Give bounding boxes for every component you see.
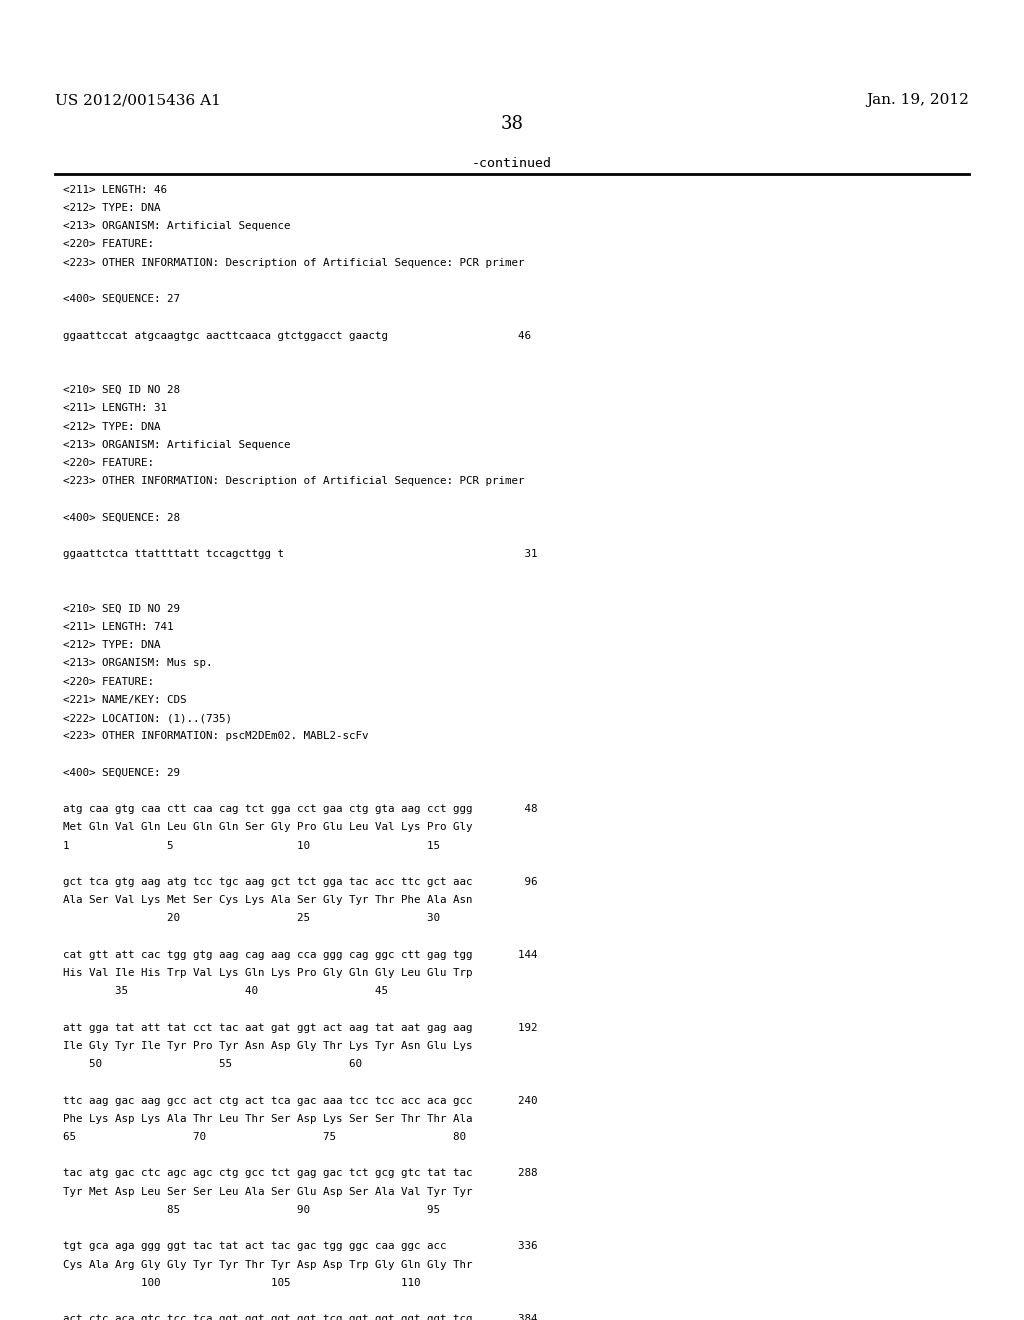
Text: ggaattctca ttattttatt tccagcttgg t                                     31: ggaattctca ttattttatt tccagcttgg t 31 [63, 549, 538, 560]
Text: <210> SEQ ID NO 29: <210> SEQ ID NO 29 [63, 603, 180, 614]
Text: Jan. 19, 2012: Jan. 19, 2012 [866, 94, 969, 107]
Text: 85                  90                  95: 85 90 95 [63, 1205, 440, 1214]
Text: <213> ORGANISM: Artificial Sequence: <213> ORGANISM: Artificial Sequence [63, 440, 291, 450]
Text: <221> NAME/KEY: CDS: <221> NAME/KEY: CDS [63, 694, 187, 705]
Text: <213> ORGANISM: Artificial Sequence: <213> ORGANISM: Artificial Sequence [63, 222, 291, 231]
Text: 1               5                   10                  15: 1 5 10 15 [63, 841, 440, 850]
Text: ttc aag gac aag gcc act ctg act tca gac aaa tcc tcc acc aca gcc       240: ttc aag gac aag gcc act ctg act tca gac … [63, 1096, 538, 1106]
Text: <212> TYPE: DNA: <212> TYPE: DNA [63, 640, 161, 651]
Text: <211> LENGTH: 31: <211> LENGTH: 31 [63, 404, 168, 413]
Text: tgt gca aga ggg ggt tac tat act tac gac tgg ggc caa ggc acc           336: tgt gca aga ggg ggt tac tat act tac gac … [63, 1241, 538, 1251]
Text: 50                  55                  60: 50 55 60 [63, 1059, 362, 1069]
Text: His Val Ile His Trp Val Lys Gln Lys Pro Gly Gln Gly Leu Glu Trp: His Val Ile His Trp Val Lys Gln Lys Pro … [63, 968, 473, 978]
Text: <220> FEATURE:: <220> FEATURE: [63, 458, 155, 469]
Text: att gga tat att tat cct tac aat gat ggt act aag tat aat gag aag       192: att gga tat att tat cct tac aat gat ggt … [63, 1023, 538, 1032]
Text: Cys Ala Arg Gly Gly Tyr Tyr Thr Tyr Asp Asp Trp Gly Gln Gly Thr: Cys Ala Arg Gly Gly Tyr Tyr Thr Tyr Asp … [63, 1259, 473, 1270]
Text: tac atg gac ctc agc agc ctg gcc tct gag gac tct gcg gtc tat tac       288: tac atg gac ctc agc agc ctg gcc tct gag … [63, 1168, 538, 1179]
Text: US 2012/0015436 A1: US 2012/0015436 A1 [55, 94, 221, 107]
Text: act ctc aca gtc tcc tca ggt ggt ggt ggt tcg ggt ggt ggt ggt tcg       384: act ctc aca gtc tcc tca ggt ggt ggt ggt … [63, 1315, 538, 1320]
Text: 35                  40                  45: 35 40 45 [63, 986, 388, 997]
Text: <400> SEQUENCE: 28: <400> SEQUENCE: 28 [63, 512, 180, 523]
Text: Ala Ser Val Lys Met Ser Cys Lys Ala Ser Gly Tyr Thr Phe Ala Asn: Ala Ser Val Lys Met Ser Cys Lys Ala Ser … [63, 895, 473, 906]
Text: <212> TYPE: DNA: <212> TYPE: DNA [63, 203, 161, 213]
Text: ggaattccat atgcaagtgc aacttcaaca gtctggacct gaactg                    46: ggaattccat atgcaagtgc aacttcaaca gtctgga… [63, 330, 531, 341]
Text: 65                  70                  75                  80: 65 70 75 80 [63, 1133, 467, 1142]
Text: <213> ORGANISM: Mus sp.: <213> ORGANISM: Mus sp. [63, 659, 213, 668]
Text: <400> SEQUENCE: 29: <400> SEQUENCE: 29 [63, 768, 180, 777]
Text: -continued: -continued [472, 157, 552, 170]
Text: Phe Lys Asp Lys Ala Thr Leu Thr Ser Asp Lys Ser Ser Thr Thr Ala: Phe Lys Asp Lys Ala Thr Leu Thr Ser Asp … [63, 1114, 473, 1123]
Text: <212> TYPE: DNA: <212> TYPE: DNA [63, 421, 161, 432]
Text: <211> LENGTH: 46: <211> LENGTH: 46 [63, 185, 168, 195]
Text: <211> LENGTH: 741: <211> LENGTH: 741 [63, 622, 174, 632]
Text: <223> OTHER INFORMATION: Description of Artificial Sequence: PCR primer: <223> OTHER INFORMATION: Description of … [63, 257, 525, 268]
Text: Ile Gly Tyr Ile Tyr Pro Tyr Asn Asp Gly Thr Lys Tyr Asn Glu Lys: Ile Gly Tyr Ile Tyr Pro Tyr Asn Asp Gly … [63, 1041, 473, 1051]
Text: <223> OTHER INFORMATION: Description of Artificial Sequence: PCR primer: <223> OTHER INFORMATION: Description of … [63, 477, 525, 486]
Text: <222> LOCATION: (1)..(735): <222> LOCATION: (1)..(735) [63, 713, 232, 723]
Text: <220> FEATURE:: <220> FEATURE: [63, 677, 155, 686]
Text: Met Gln Val Gln Leu Gln Gln Ser Gly Pro Glu Leu Val Lys Pro Gly: Met Gln Val Gln Leu Gln Gln Ser Gly Pro … [63, 822, 473, 833]
Text: <210> SEQ ID NO 28: <210> SEQ ID NO 28 [63, 385, 180, 395]
Text: 20                  25                  30: 20 25 30 [63, 913, 440, 924]
Text: Tyr Met Asp Leu Ser Ser Leu Ala Ser Glu Asp Ser Ala Val Tyr Tyr: Tyr Met Asp Leu Ser Ser Leu Ala Ser Glu … [63, 1187, 473, 1197]
Text: 38: 38 [501, 115, 523, 133]
Text: gct tca gtg aag atg tcc tgc aag gct tct gga tac acc ttc gct aac        96: gct tca gtg aag atg tcc tgc aag gct tct … [63, 876, 538, 887]
Text: 100                 105                 110: 100 105 110 [63, 1278, 421, 1288]
Text: <400> SEQUENCE: 27: <400> SEQUENCE: 27 [63, 294, 180, 304]
Text: cat gtt att cac tgg gtg aag cag aag cca ggg cag ggc ctt gag tgg       144: cat gtt att cac tgg gtg aag cag aag cca … [63, 950, 538, 960]
Text: <220> FEATURE:: <220> FEATURE: [63, 239, 155, 249]
Text: atg caa gtg caa ctt caa cag tct gga cct gaa ctg gta aag cct ggg        48: atg caa gtg caa ctt caa cag tct gga cct … [63, 804, 538, 814]
Text: <223> OTHER INFORMATION: pscM2DEm02. MABL2-scFv: <223> OTHER INFORMATION: pscM2DEm02. MAB… [63, 731, 369, 742]
